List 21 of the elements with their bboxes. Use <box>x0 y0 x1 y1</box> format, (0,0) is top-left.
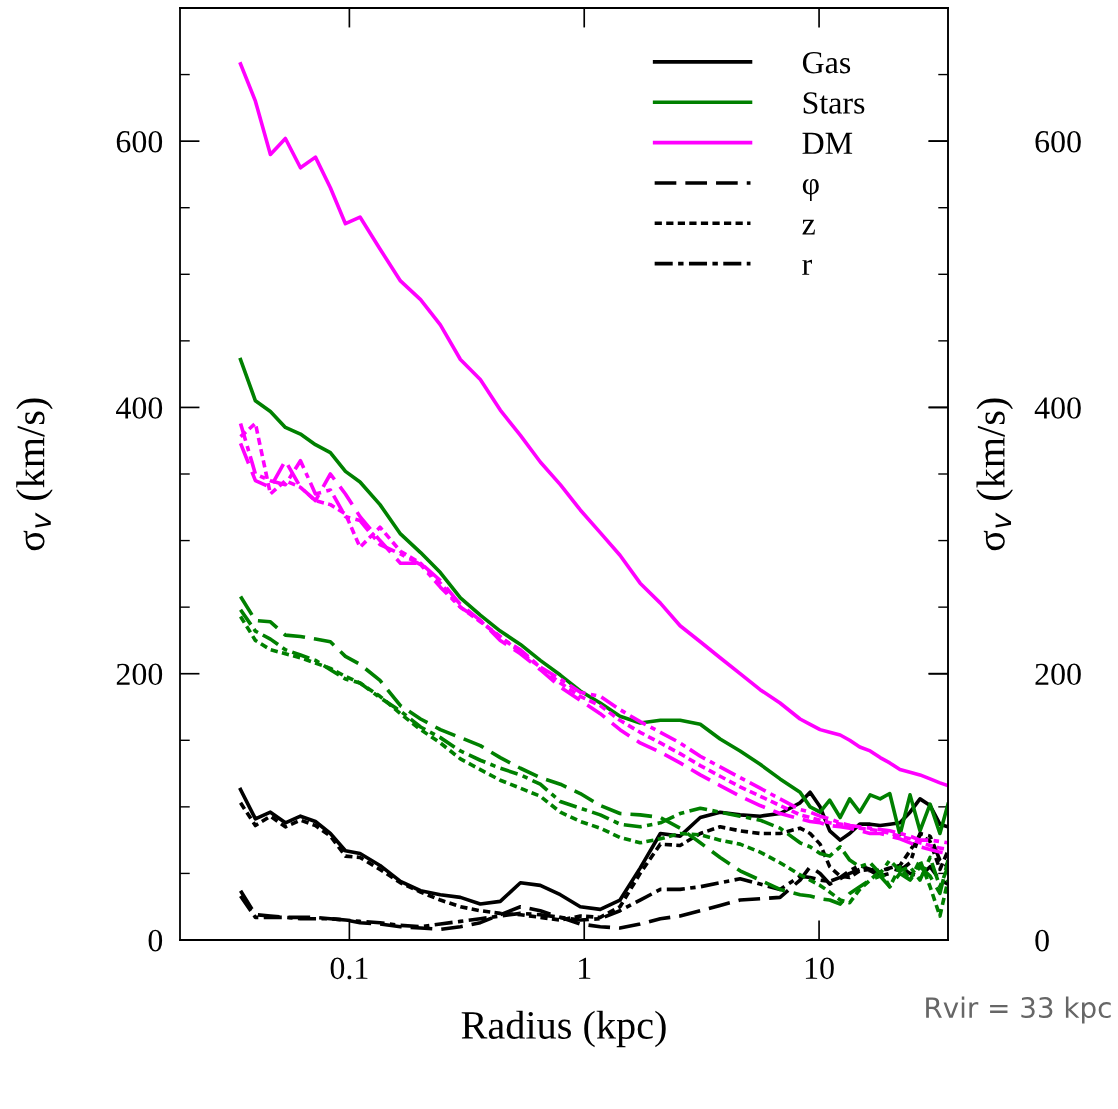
legend-label: Stars <box>803 92 865 114</box>
y2-tick-label: 0 <box>1035 929 1049 952</box>
x-tick-label: 0.1 <box>330 957 368 980</box>
y2-tick-label: 600 <box>1035 130 1081 153</box>
y-tick-label: 400 <box>116 397 163 419</box>
y-tick-label: 600 <box>116 130 163 153</box>
legend-label: φ <box>802 179 819 201</box>
y2-axis-title: σ$_{v}$ (km/s) <box>976 398 1013 551</box>
x-axis-title: Radius (kpc) <box>461 1010 666 1048</box>
legend-label: z <box>802 219 815 235</box>
y-tick-label: 200 <box>116 663 163 686</box>
text: Rvir = 33 kpc <box>926 996 1111 1024</box>
legend-label: DM <box>802 132 853 154</box>
y2-tick-label: 400 <box>1034 397 1081 419</box>
y-axis-title: σ$_{v}$ (km/s) <box>16 398 53 551</box>
x-tick-label: 1 <box>579 957 591 979</box>
legend-label: Gas <box>802 51 851 74</box>
x-tick-label: 10 <box>805 957 834 980</box>
y-tick-label: 0 <box>148 929 163 952</box>
legend-label: r <box>802 259 812 275</box>
y2-tick-label: 200 <box>1035 663 1081 686</box>
